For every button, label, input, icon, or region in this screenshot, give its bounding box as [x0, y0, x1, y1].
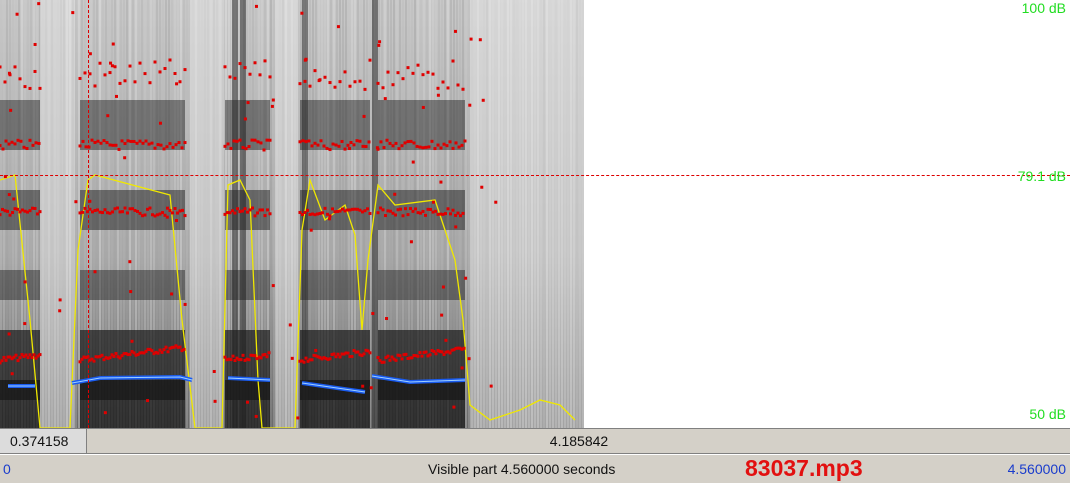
- db-max-label: 100 dB: [1021, 0, 1066, 16]
- spectrogram-canvas[interactable]: [0, 0, 1070, 428]
- right-duration-button[interactable]: 4.185842: [549, 433, 609, 449]
- horizontal-cursor-line: [0, 175, 1070, 176]
- db-min-label: 50 dB: [1029, 406, 1066, 422]
- intensity-curve: [0, 174, 576, 428]
- window-end-time: 4.560000: [1007, 461, 1066, 477]
- spectrogram-panel[interactable]: 100 dB 79.1 dB 50 dB: [0, 0, 1070, 428]
- time-cursor-line[interactable]: [88, 0, 89, 428]
- db-cursor-label: 79.1 dB: [1017, 168, 1066, 184]
- formant-points: [0, 2, 498, 420]
- pitch-curve: [8, 374, 466, 394]
- window-start-time: 0: [3, 461, 11, 477]
- visible-part-button[interactable]: Visible part 4.560000 seconds: [428, 461, 616, 477]
- left-duration-button[interactable]: 0.374158: [0, 429, 87, 453]
- selection-bar: 0.374158 4.185842: [0, 428, 1070, 454]
- file-name-label: 83037.mp3: [745, 455, 863, 481]
- status-bar: 0 Visible part 4.560000 seconds 83037.mp…: [0, 454, 1070, 483]
